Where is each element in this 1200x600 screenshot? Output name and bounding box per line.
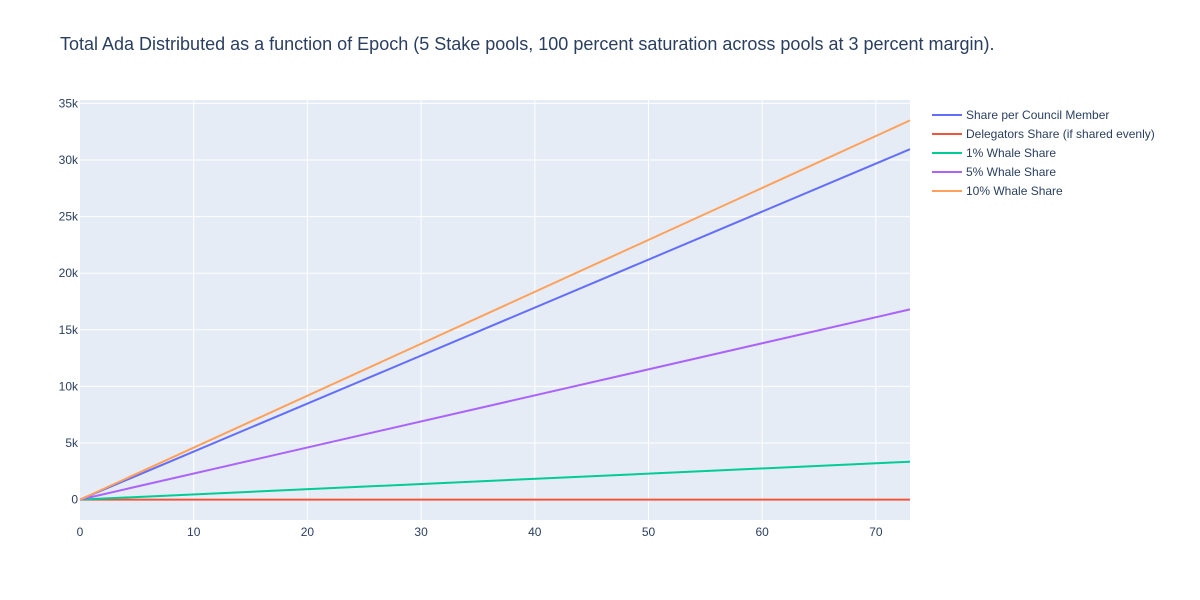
- legend-label: 1% Whale Share: [966, 146, 1056, 160]
- x-tick-label: 0: [77, 525, 84, 539]
- legend-item[interactable]: Share per Council Member: [932, 108, 1109, 122]
- legend-label: Share per Council Member: [966, 108, 1109, 122]
- series-line: [79, 308, 911, 501]
- legend-item[interactable]: 10% Whale Share: [932, 184, 1063, 198]
- legend-item[interactable]: 5% Whale Share: [932, 165, 1056, 179]
- y-tick-label: 15k: [59, 323, 79, 337]
- legend-item[interactable]: 1% Whale Share: [932, 146, 1056, 160]
- y-tick-label: 25k: [59, 210, 79, 224]
- x-tick-label: 60: [756, 525, 770, 539]
- x-tick-label: 50: [642, 525, 656, 539]
- legend-label: 10% Whale Share: [966, 184, 1063, 198]
- axis-ticks: 0 10 20 30 40 50 60 70 0 5k 10k 15k 20k 25k 30k 35k: [59, 96, 883, 539]
- legend-label: 5% Whale Share: [966, 165, 1056, 179]
- y-tick-label: 0: [71, 493, 78, 507]
- x-tick-label: 30: [414, 525, 428, 539]
- x-tick-label: 20: [301, 525, 315, 539]
- legend-label: Delegators Share (if shared evenly): [966, 127, 1155, 141]
- y-tick-label: 10k: [59, 379, 79, 393]
- series-line: [79, 460, 911, 501]
- series-line: [79, 119, 911, 501]
- x-tick-label: 40: [528, 525, 542, 539]
- x-tick-label: 10: [187, 525, 201, 539]
- legend-item[interactable]: Delegators Share (if shared evenly): [932, 127, 1155, 141]
- series-line: [79, 148, 911, 501]
- y-tick-label: 20k: [59, 266, 79, 280]
- chart-title: Total Ada Distributed as a function of E…: [60, 34, 995, 54]
- x-tick-label: 70: [869, 525, 883, 539]
- y-tick-label: 5k: [65, 436, 79, 450]
- legend[interactable]: Share per Council Member Delegators Share…: [932, 108, 1155, 198]
- y-tick-label: 30k: [59, 153, 79, 167]
- series-lines: [79, 119, 911, 501]
- y-tick-label: 35k: [59, 96, 79, 110]
